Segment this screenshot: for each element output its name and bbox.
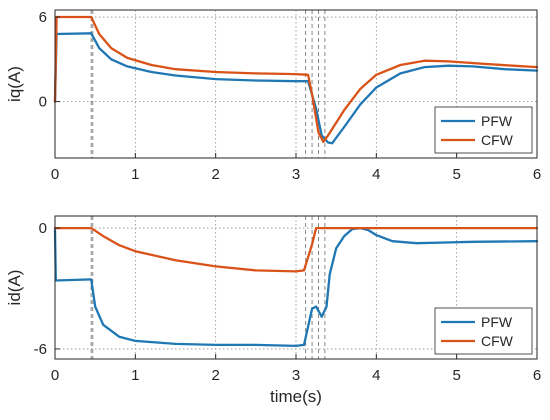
id-legend-box: [434, 307, 533, 355]
id-x-tick-label-6: 6: [533, 367, 541, 384]
id-series-pfw-line: [53, 226, 539, 348]
id-x-tick-label-1: 1: [131, 367, 139, 384]
iq-x-tick-label-5: 5: [452, 166, 460, 183]
iq-series-pfw-line: [53, 32, 539, 145]
iq-x-tick-label-4: 4: [372, 166, 380, 183]
iq-y-tick-label-6: 6: [39, 9, 47, 26]
time-x-axis-label: time(s): [270, 387, 322, 406]
iq-tick-labels: 0 1 2 3 4 5 6 0 6: [39, 9, 542, 183]
id-series-cfw-line: [53, 226, 539, 273]
iq-x-tick-label-0: 0: [51, 166, 59, 183]
iq-series-lines: [53, 15, 539, 145]
iq-x-tick-label-3: 3: [292, 166, 300, 183]
id-x-tick-label-0: 0: [51, 367, 59, 384]
iq-legend: PFW CFW: [434, 106, 533, 154]
iq-grid: [55, 10, 537, 158]
iq-event-markers: [90, 10, 326, 158]
id-y-axis-label: id(A): [5, 270, 24, 306]
id-y-tick-label-0: 0: [39, 220, 47, 237]
id-legend-label-cfw: CFW: [481, 333, 514, 349]
id-legend-label-pfw: PFW: [481, 314, 513, 330]
iq-y-tick-label-0: 0: [39, 94, 47, 111]
id-grid: [55, 216, 537, 359]
iq-legend-label-pfw: PFW: [481, 113, 513, 129]
iq-x-tick-label-1: 1: [131, 166, 139, 183]
iq-legend-box: [434, 106, 533, 154]
id-x-tick-label-5: 5: [452, 367, 460, 384]
id-series-lines: [53, 226, 539, 348]
id-x-tick-label-2: 2: [211, 367, 219, 384]
id-x-tick-label-3: 3: [292, 367, 300, 384]
id-plot-panel: 0 1 2 3 4 5 6-60 id(A) time(s) PFW CFW: [5, 215, 542, 406]
id-tick-labels: 0 1 2 3 4 5 6-60: [34, 220, 542, 384]
iq-series-cfw-line: [53, 15, 539, 143]
iq-y-axis-label: iq(A): [5, 66, 24, 102]
iq-legend-label-cfw: CFW: [481, 132, 514, 148]
iq-x-tick-label-6: 6: [533, 166, 541, 183]
iq-plot-panel: 0 1 2 3 4 5 6 0 6 iq(A) PFW CFW: [5, 9, 541, 183]
id-y-tick-label--6: -6: [34, 341, 47, 358]
id-x-tick-label-4: 4: [372, 367, 380, 384]
id-legend: PFW CFW: [434, 307, 533, 355]
iq-x-tick-label-2: 2: [211, 166, 219, 183]
